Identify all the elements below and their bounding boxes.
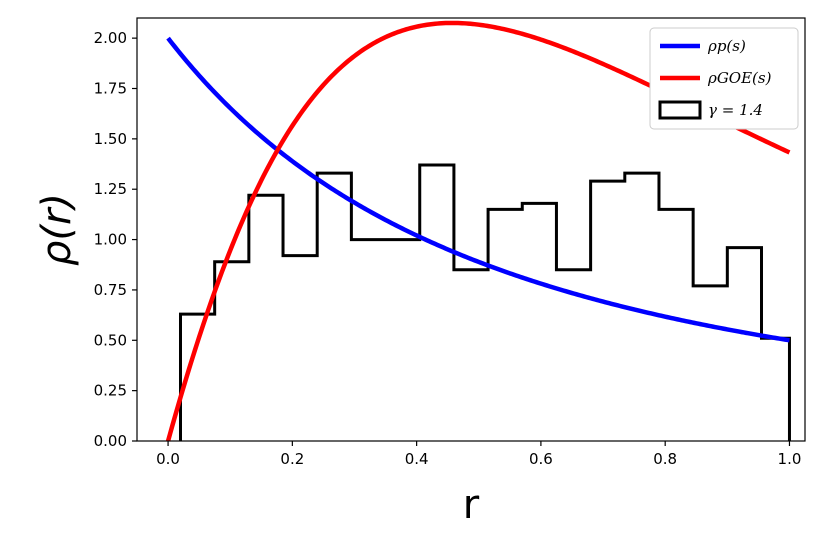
legend-box xyxy=(649,27,799,130)
y-tick-label: 0.00 xyxy=(94,432,127,450)
x-tick-label: 0.6 xyxy=(529,450,553,468)
histogram-layer xyxy=(178,163,791,441)
x-tick-label: 0.2 xyxy=(280,450,304,468)
legend: ρp(s) ρGOE(s) γ = 1.4 xyxy=(649,27,799,130)
y-axis-label: ρ(r) xyxy=(34,193,80,266)
x-tick-label: 1.0 xyxy=(778,450,802,468)
x-tick-label: 0.0 xyxy=(156,450,180,468)
x-axis-ticks: 0.0 0.2 0.4 0.6 0.8 1.0 xyxy=(156,441,801,468)
legend-label-1: ρGOE(s) xyxy=(707,69,772,87)
axes-frame xyxy=(136,17,806,442)
series-line-0 xyxy=(166,36,790,343)
y-tick-label: 0.75 xyxy=(94,281,127,299)
legend-label-0: ρp(s) xyxy=(707,37,746,55)
histogram-steps xyxy=(178,163,791,441)
y-tick-label: 1.00 xyxy=(94,231,127,249)
y-tick-label: 0.50 xyxy=(94,331,127,349)
y-tick-label: 1.75 xyxy=(94,80,127,98)
x-tick-label: 0.4 xyxy=(405,450,429,468)
y-tick-label: 0.25 xyxy=(94,382,127,400)
x-axis-label: r xyxy=(463,482,480,528)
legend-swatch-2 xyxy=(658,100,702,120)
legend-label-2: γ = 1.4 xyxy=(708,101,763,119)
y-tick-label: 2.00 xyxy=(94,29,127,47)
y-tick-label: 1.50 xyxy=(94,130,127,148)
x-tick-label: 0.8 xyxy=(653,450,677,468)
y-axis-ticks: 0.00 0.25 0.50 0.75 1.00 1.25 1.50 1.75 2.00 xyxy=(94,29,137,450)
y-tick-label: 1.25 xyxy=(94,180,127,198)
